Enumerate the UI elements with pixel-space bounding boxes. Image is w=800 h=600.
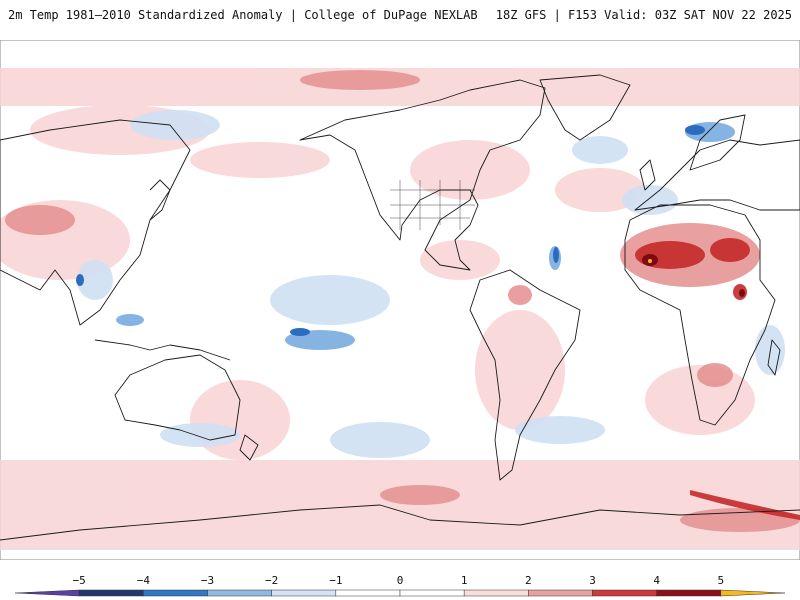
cool-light-europe: [622, 185, 678, 215]
colorbar-swatches: [14, 589, 786, 597]
warm-strong-antarctic: [690, 490, 800, 520]
warm-peak-mali: [648, 259, 652, 263]
coast-uk: [639, 159, 656, 191]
warm-mid-safrica: [697, 363, 733, 387]
cool-light-pacific: [270, 275, 390, 325]
warm-extreme-kenya: [739, 289, 745, 297]
colorbar-tick-label: 0: [397, 574, 404, 587]
colorbar-swatch: [78, 589, 144, 597]
coast-indonesia: [94, 339, 231, 361]
coast-new-zealand: [239, 434, 259, 461]
coast-antarctica: [0, 504, 800, 541]
model-valid-time: 18Z GFS | F153 Valid: 03Z SAT NOV 22 202…: [495, 8, 792, 22]
colorbar-tick-label: −2: [265, 574, 278, 587]
us-state-lines: [390, 180, 475, 230]
cool-light-spacific: [330, 422, 430, 458]
coast-madagascar: [767, 339, 781, 376]
coast-europe: [634, 139, 800, 211]
coast-greenland: [539, 74, 631, 141]
colorbar-swatch: [399, 589, 465, 597]
coast-asia-west: [0, 119, 191, 326]
cool-strong-scandinavia: [685, 125, 705, 135]
colorbar-swatch: [143, 589, 208, 597]
cool-light-tasman: [160, 423, 240, 447]
colorbar-swatch-max: [720, 589, 786, 597]
colorbar-swatch: [592, 589, 657, 597]
cool-light-siberia: [130, 110, 220, 140]
colorbar-tick-label: 3: [589, 574, 596, 587]
warm-mid-amazon: [508, 285, 532, 305]
map-header: 2m Temp 1981–2010 Standardized Anomaly |…: [0, 0, 800, 36]
cool-strong-indochina: [76, 274, 84, 286]
colorbar-tick-label: −5: [73, 574, 86, 587]
coast-north-america: [299, 79, 546, 271]
colorbar-tick-label: −1: [329, 574, 342, 587]
antarctic-warm-band: [0, 460, 800, 550]
warm-patch-alaska: [190, 142, 330, 178]
cool-strong-pacific: [290, 328, 310, 336]
warm-patch-samerica: [475, 310, 565, 430]
colorbar-swatch: [335, 589, 401, 597]
colorbar-swatch: [463, 589, 529, 597]
coast-africa: [624, 204, 776, 426]
colorbar-legend: −5 −4 −3 −2 −1 0 1 2 3 4 5: [14, 574, 786, 597]
anomaly-map: [0, 40, 800, 560]
cool-strong-midatlantic: [553, 247, 559, 263]
colorbar-swatch: [271, 589, 337, 597]
warm-mid-india: [5, 205, 75, 235]
warm-mid-weddell: [380, 485, 460, 505]
colorbar-swatch: [207, 589, 272, 597]
cool-light-greenland: [572, 136, 628, 164]
cool-light-indochina: [77, 260, 113, 300]
map-title: 2m Temp 1981–2010 Standardized Anomaly |…: [8, 8, 478, 22]
coast-australia: [114, 354, 241, 441]
colorbar-swatch: [528, 589, 593, 597]
anomaly-cool-strong: [76, 125, 705, 336]
colorbar-tick-label: 1: [461, 574, 468, 587]
colorbar-tick-label: −3: [201, 574, 214, 587]
cool-mid-maritime: [116, 314, 144, 326]
warm-mid-arctic: [300, 70, 420, 90]
colorbar-ticks: −5 −4 −3 −2 −1 0 1 2 3 4 5: [73, 574, 725, 587]
warm-patch-australia: [190, 380, 290, 460]
colorbar-tick-label: 4: [653, 574, 660, 587]
coastlines: [0, 74, 800, 541]
warm-strong-sudan: [710, 238, 750, 262]
warm-patch-canada: [410, 140, 530, 200]
anomaly-cool-light: [77, 110, 785, 458]
coast-south-america: [469, 269, 581, 481]
cool-light-satlantic: [515, 416, 605, 444]
colorbar-swatch-min: [14, 589, 80, 597]
coast-scandinavia: [689, 114, 746, 171]
coast-japan: [149, 179, 171, 221]
colorbar-swatch: [656, 589, 722, 597]
colorbar-tick-label: −4: [137, 574, 151, 587]
colorbar-tick-label: 5: [718, 574, 725, 587]
colorbar-tick-label: 2: [525, 574, 532, 587]
